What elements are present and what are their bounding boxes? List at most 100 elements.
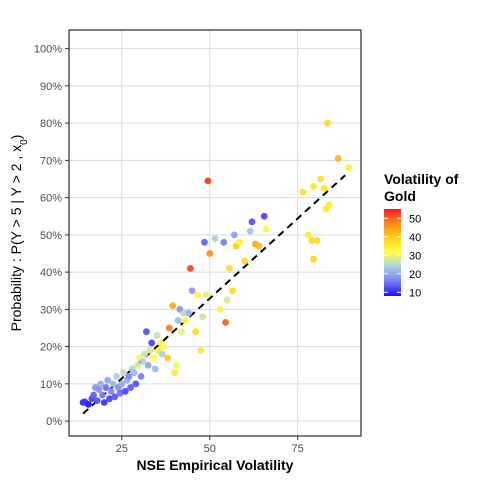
data-point (84, 400, 92, 408)
data-point (202, 291, 210, 298)
data-point (95, 386, 103, 393)
data-point (188, 287, 196, 295)
data-point (151, 365, 159, 373)
data-point (313, 237, 321, 244)
legend-tick-label: 30 (409, 250, 421, 262)
y-tick-label: 30% (40, 304, 62, 316)
data-point (317, 175, 324, 183)
data-point (93, 397, 101, 405)
data-point (144, 361, 152, 369)
y-tick-label: 60% (40, 193, 62, 205)
data-point (223, 296, 231, 304)
legend-colorbar (384, 209, 401, 296)
data-point (146, 346, 154, 354)
data-point (192, 328, 200, 336)
x-axis-ticks: 25 50 75 (116, 436, 304, 455)
legend-title-line2: Gold (384, 188, 416, 204)
data-point (174, 317, 182, 324)
data-point (139, 358, 147, 365)
y-tick-label: 90% (40, 81, 62, 93)
data-point (125, 373, 133, 380)
data-point (172, 361, 180, 369)
data-point (304, 231, 312, 239)
data-point (127, 384, 134, 391)
data-point (246, 227, 254, 235)
data-points (79, 119, 353, 408)
y-tick-label: 50% (40, 230, 62, 242)
y-tick-label: 40% (40, 267, 62, 279)
data-point (148, 339, 156, 347)
legend-tick-label: 50 (409, 213, 421, 225)
data-point (206, 250, 214, 257)
data-point (185, 309, 193, 317)
data-point (216, 305, 224, 313)
data-point (164, 354, 171, 362)
data-point (334, 155, 342, 162)
data-point (132, 380, 140, 388)
data-point (204, 177, 212, 185)
data-point (171, 369, 178, 377)
data-point (308, 237, 316, 244)
data-point (137, 373, 145, 380)
data-point (345, 164, 353, 172)
data-point (165, 324, 173, 332)
data-point (211, 235, 219, 242)
y-tick-label: 100% (34, 44, 62, 56)
legend-tick-label: 10 (409, 287, 421, 299)
x-axis-title: NSE Empirical Volatility (137, 457, 294, 473)
data-point (229, 287, 236, 295)
data-point (102, 384, 110, 391)
y-axis-title-subscript: 0 (19, 139, 30, 145)
data-point (320, 184, 328, 192)
y-tick-label: 10% (40, 379, 62, 391)
legend-title-line1: Volatility of (384, 171, 459, 187)
x-tick-label: 75 (292, 443, 304, 455)
data-point (153, 332, 161, 339)
data-point (158, 350, 166, 358)
data-point (120, 369, 127, 377)
legend-tick-label: 20 (409, 269, 421, 281)
data-point (255, 242, 263, 250)
data-point (130, 369, 138, 377)
panel-border (68, 29, 362, 437)
data-point (262, 225, 270, 233)
legend-tick-label: 40 (409, 232, 421, 244)
data-point (181, 317, 189, 324)
data-point (222, 318, 229, 326)
color-legend: Volatility of Gold 10 20 30 40 50 (384, 171, 459, 299)
data-point (134, 361, 142, 369)
data-point (116, 389, 124, 397)
data-point (179, 309, 187, 317)
reference-line (82, 174, 346, 415)
data-point (201, 238, 208, 246)
data-point (260, 212, 268, 220)
data-point (100, 399, 108, 406)
data-point (199, 313, 207, 321)
y-tick-label: 70% (40, 155, 62, 167)
y-tick-label: 20% (40, 342, 62, 354)
data-point (121, 387, 129, 395)
x-tick-label: 50 (204, 443, 216, 455)
data-point (118, 380, 126, 388)
data-point (142, 328, 150, 336)
data-point (107, 387, 115, 395)
data-point (106, 395, 113, 403)
y-tick-label: 0% (46, 416, 62, 428)
data-point (99, 391, 106, 399)
data-point (109, 380, 117, 388)
data-point (241, 257, 249, 265)
data-point (248, 218, 256, 226)
data-point (160, 343, 168, 351)
data-point (310, 255, 317, 263)
data-point (186, 264, 194, 272)
data-point (230, 231, 238, 239)
data-point (111, 393, 119, 401)
y-axis-ticks: 0% 10% 20% 30% 40% 50% 60% 70% 80% 90% 100% (34, 44, 69, 428)
data-point (178, 328, 185, 336)
data-point (324, 119, 331, 127)
data-point (197, 346, 205, 354)
data-point (113, 373, 120, 380)
data-point (225, 264, 233, 272)
data-point (90, 391, 98, 399)
